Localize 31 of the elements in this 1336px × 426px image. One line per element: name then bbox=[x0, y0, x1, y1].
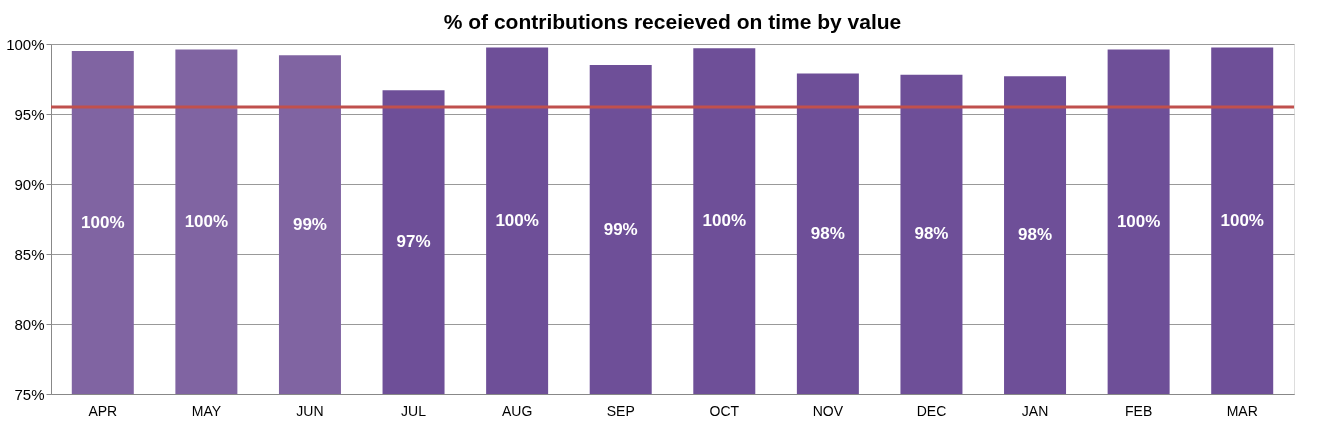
data-label: 99% bbox=[603, 219, 638, 239]
y-tick-label: 85% bbox=[14, 245, 45, 263]
x-tick-label: JUN bbox=[296, 402, 324, 419]
data-label: 100% bbox=[1116, 211, 1161, 231]
y-tick-label: 80% bbox=[14, 315, 45, 333]
data-label: 100% bbox=[81, 212, 125, 232]
y-tick-label: 75% bbox=[14, 385, 45, 403]
y-tick-label: 100% bbox=[6, 35, 45, 53]
x-tick-label: AUG bbox=[501, 402, 533, 419]
y-tick-label: 90% bbox=[14, 175, 45, 193]
data-label: 98% bbox=[914, 224, 949, 244]
x-tick-label: APR bbox=[88, 402, 118, 419]
data-label: 99% bbox=[292, 214, 327, 234]
x-tick-label: DEC bbox=[916, 402, 947, 419]
chart-title: % of contributions receieved on time by value bbox=[443, 10, 902, 33]
data-label: 98% bbox=[810, 223, 845, 243]
x-tick-label: FEB bbox=[1125, 402, 1153, 419]
x-tick-label: SEP bbox=[606, 402, 635, 419]
data-label: 100% bbox=[702, 211, 747, 231]
data-label: 98% bbox=[1018, 225, 1053, 245]
y-tick-label: 95% bbox=[14, 105, 45, 123]
x-tick-label: JAN bbox=[1021, 402, 1049, 419]
data-label: 100% bbox=[184, 211, 229, 231]
x-tick-label: NOV bbox=[812, 402, 844, 419]
data-label: 97% bbox=[396, 232, 431, 252]
x-tick-label: MAR bbox=[1226, 402, 1258, 419]
data-label: 100% bbox=[495, 210, 539, 230]
x-tick-label: JUL bbox=[401, 402, 427, 419]
x-tick-label: MAY bbox=[191, 402, 222, 419]
data-label: 100% bbox=[1220, 210, 1264, 230]
x-tick-label: OCT bbox=[709, 402, 740, 419]
